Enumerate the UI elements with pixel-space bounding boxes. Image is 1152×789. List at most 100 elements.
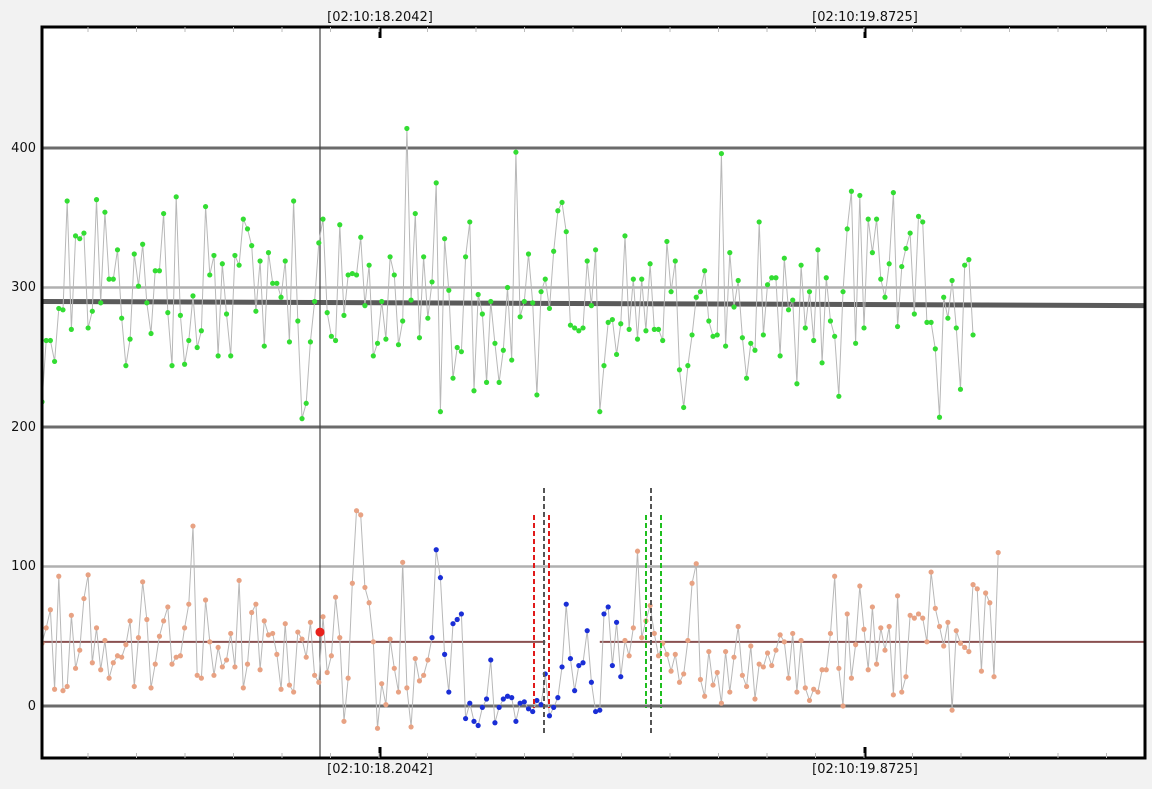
segment-series-point: [525, 706, 532, 712]
lower-series-point: [98, 667, 104, 673]
upper-series-point: [228, 353, 234, 359]
segment-series-point: [605, 604, 611, 610]
upper-series-point: [274, 280, 280, 286]
upper-series-point: [173, 194, 179, 200]
upper-series-point: [752, 347, 758, 353]
upper-series-point: [68, 326, 74, 332]
lower-series-point: [903, 674, 909, 680]
upper-series-point: [416, 335, 423, 341]
lower-series-point: [77, 647, 83, 653]
segment-series-point: [597, 707, 603, 713]
upper-series-point: [869, 250, 875, 256]
upper-series-point: [446, 287, 452, 293]
upper-series-point: [291, 198, 297, 204]
lower-series-point: [823, 667, 829, 673]
upper-series-point: [634, 336, 641, 342]
upper-series-point: [156, 268, 163, 274]
upper-series-point: [400, 318, 406, 324]
upper-series-point: [433, 180, 439, 186]
upper-series-point: [655, 326, 662, 332]
upper-series-point: [161, 210, 167, 217]
lower-series-point: [177, 653, 183, 659]
upper-series-point: [853, 340, 859, 346]
upper-series-point: [190, 293, 196, 299]
upper-series-point: [764, 282, 771, 288]
upper-series-point: [899, 263, 905, 270]
lower-series-point: [345, 675, 351, 681]
lower-series-point: [421, 672, 427, 678]
upper-series-point: [823, 275, 829, 281]
upper-series-point: [660, 337, 666, 344]
upper-series-point: [337, 222, 343, 228]
upper-series-point: [358, 234, 364, 240]
upper-series-point: [186, 337, 192, 344]
lower-series-point: [51, 686, 58, 692]
upper-series-point: [421, 254, 427, 260]
upper-series-point: [353, 272, 360, 278]
upper-series-point: [748, 340, 754, 346]
upper-series-point: [962, 262, 968, 268]
upper-series-point: [815, 247, 821, 253]
lower-series-point: [257, 667, 263, 673]
lower-series-point: [64, 683, 70, 690]
upper-series-point: [257, 258, 263, 264]
upper-series-point: [681, 404, 687, 411]
upper-series-point: [773, 275, 779, 281]
lower-series-point: [85, 572, 91, 578]
marker-layer: [533, 488, 662, 735]
upper-series-point: [689, 332, 695, 338]
lower-series-point: [236, 577, 242, 584]
upper-series-point: [509, 357, 515, 363]
upper-series-point: [341, 312, 347, 318]
segment-series-point: [500, 696, 506, 702]
upper-series-point: [437, 409, 444, 415]
upper-series-point: [941, 294, 947, 300]
upper-series-point: [664, 238, 670, 245]
lower-series-point: [735, 623, 741, 630]
lower-series-point: [72, 665, 79, 671]
lower-series-point: [286, 682, 293, 688]
upper-series-point: [932, 346, 938, 352]
lower-series-point: [81, 595, 87, 602]
upper-series-point: [169, 363, 175, 369]
upper-series-point: [51, 358, 58, 365]
upper-series-point: [265, 250, 272, 256]
upper-series-point: [194, 344, 200, 351]
upper-series-point: [370, 353, 376, 359]
upper-series-point: [462, 254, 469, 260]
upper-series-point: [483, 379, 490, 385]
lower-series-point: [131, 683, 137, 690]
lower-series-point: [932, 605, 938, 611]
upper-series-point: [450, 375, 456, 381]
segment-series-point: [471, 718, 477, 724]
plot-area[interactable]: [42, 27, 1145, 758]
lower-series-point: [819, 667, 825, 673]
upper-series-point: [320, 216, 326, 222]
y-tick-label: 400: [11, 141, 36, 156]
upper-series-point: [303, 400, 309, 406]
upper-series-point: [412, 210, 418, 217]
lower-series-point: [945, 619, 951, 625]
segment-series-point: [446, 689, 452, 695]
upper-series-point: [848, 188, 855, 194]
lower-series-point: [949, 707, 955, 713]
lower-series-point: [651, 630, 657, 637]
lower-series-point: [223, 657, 230, 663]
segment-series-point: [458, 611, 464, 617]
segment-series-point: [555, 695, 561, 701]
segment-series-point: [613, 619, 620, 625]
segment-series-point: [609, 662, 615, 669]
upper-series-point: [244, 226, 251, 232]
lower-series-point: [685, 637, 691, 644]
lower-series-point: [219, 664, 225, 670]
upper-series-point: [756, 219, 762, 225]
upper-series-point: [592, 247, 599, 253]
segment-series-point: [521, 699, 527, 705]
upper-series-point: [374, 340, 381, 346]
segment-series-point: [551, 704, 557, 710]
lower-series-point: [987, 600, 993, 606]
y-tick-label: 0: [28, 699, 36, 714]
lower-series-point: [966, 648, 972, 655]
lower-series-point: [270, 630, 276, 637]
